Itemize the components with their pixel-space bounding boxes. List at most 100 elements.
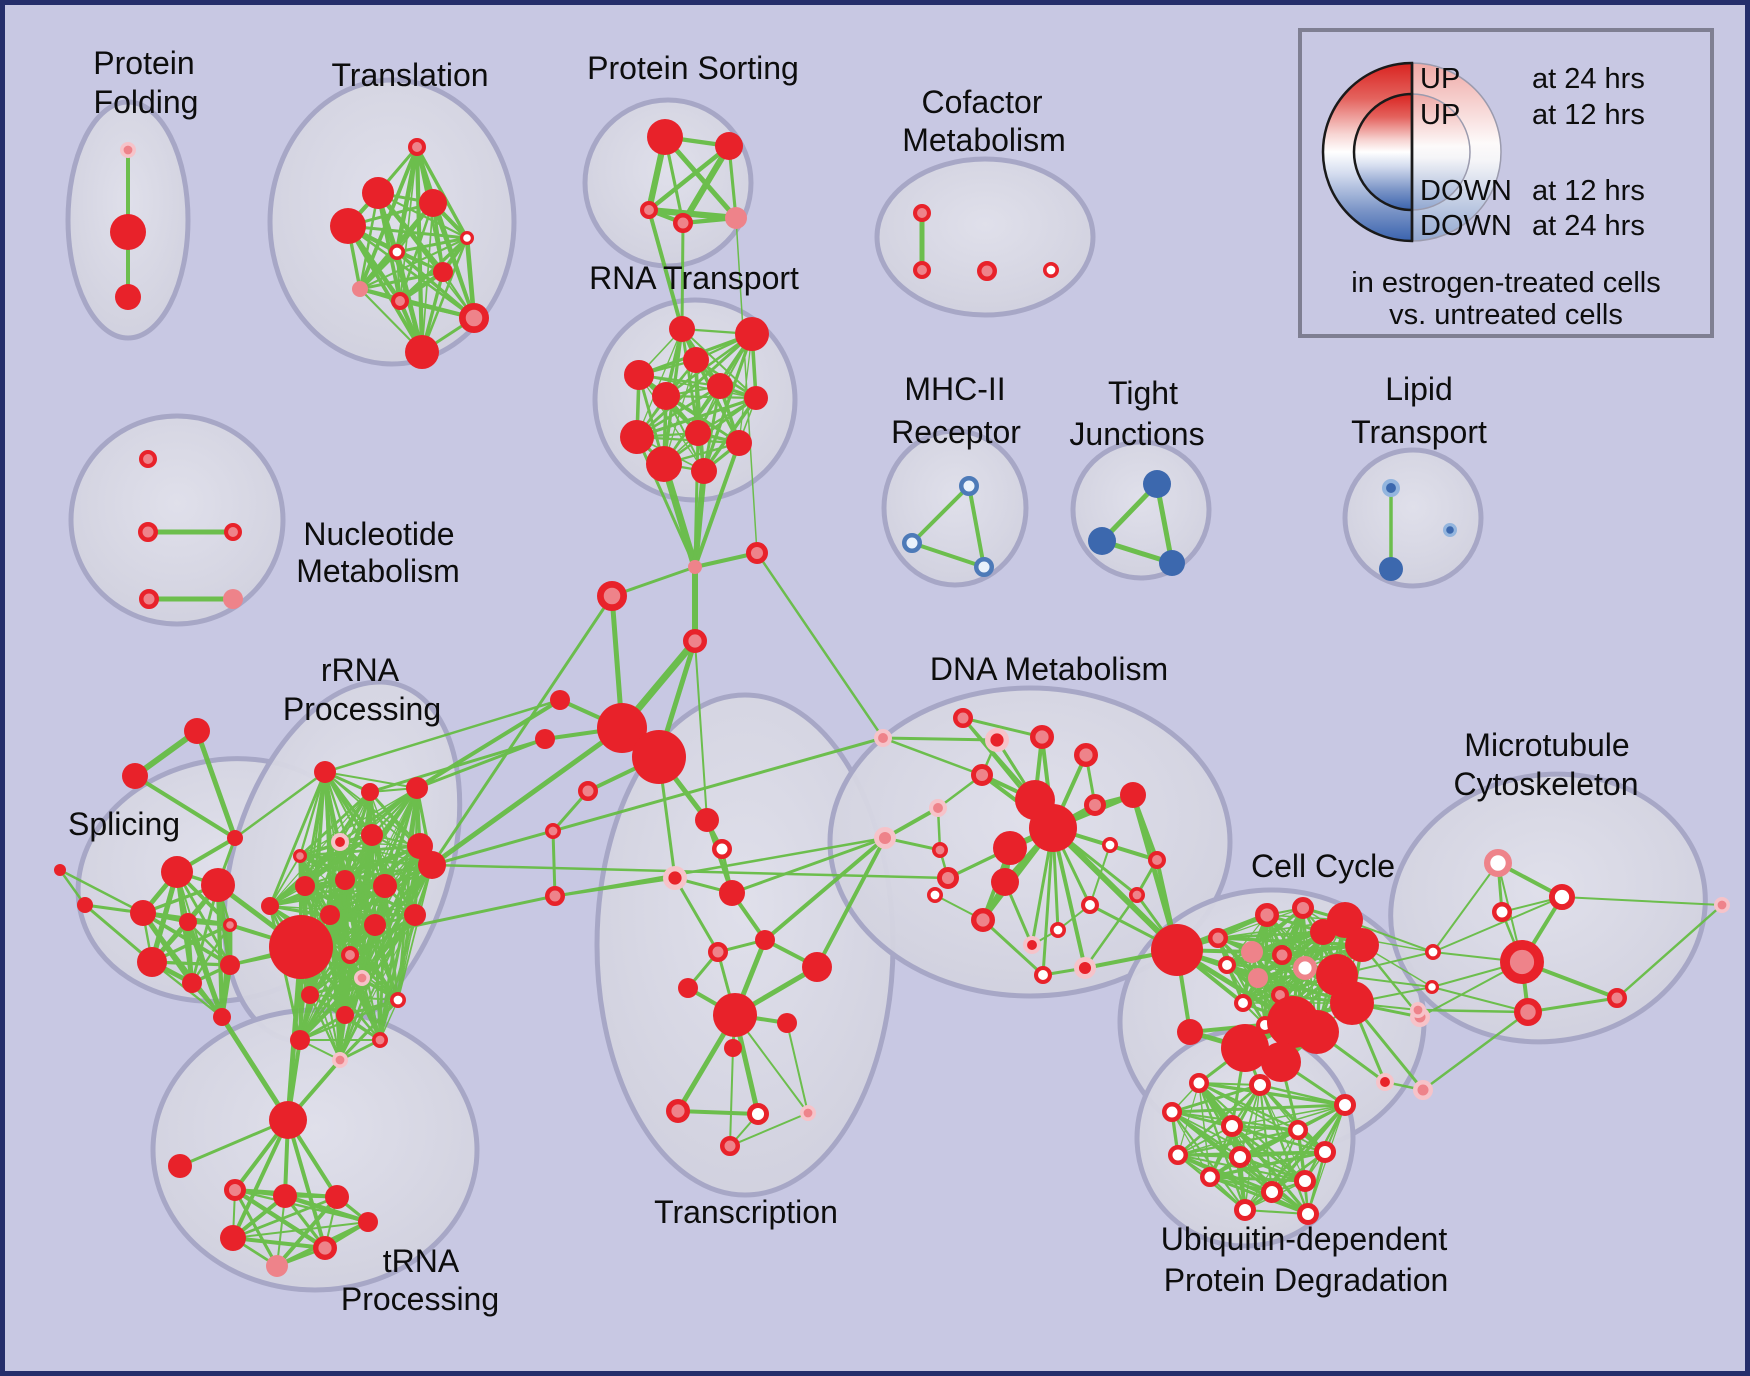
gene-node[interactable]	[993, 831, 1027, 865]
gene-node[interactable]	[712, 839, 732, 859]
gene-node[interactable]	[902, 533, 922, 553]
gene-node[interactable]	[1218, 956, 1237, 975]
gene-node[interactable]	[1228, 1145, 1251, 1168]
gene-node[interactable]	[719, 880, 745, 906]
gene-node[interactable]	[223, 589, 243, 609]
gene-node[interactable]	[666, 1098, 691, 1123]
gene-node[interactable]	[361, 783, 379, 801]
gene-node[interactable]	[959, 476, 979, 496]
gene-node[interactable]	[335, 870, 355, 890]
gene-node[interactable]	[535, 729, 555, 749]
gene-node[interactable]	[1288, 1120, 1308, 1140]
gene-node[interactable]	[799, 1105, 816, 1122]
gene-node[interactable]	[1492, 902, 1512, 922]
gene-node[interactable]	[1233, 1198, 1256, 1221]
gene-node[interactable]	[314, 761, 336, 783]
gene-node[interactable]	[715, 132, 743, 160]
gene-node[interactable]	[460, 231, 475, 246]
gene-node[interactable]	[726, 430, 752, 456]
gene-node[interactable]	[1200, 1167, 1220, 1187]
gene-node[interactable]	[578, 781, 598, 801]
gene-node[interactable]	[691, 458, 717, 484]
gene-node[interactable]	[1413, 1080, 1433, 1100]
gene-node[interactable]	[269, 1101, 307, 1139]
gene-node[interactable]	[646, 446, 682, 482]
gene-node[interactable]	[320, 905, 340, 925]
gene-node[interactable]	[971, 908, 996, 933]
gene-node[interactable]	[295, 876, 315, 896]
gene-node[interactable]	[744, 386, 768, 410]
gene-node[interactable]	[459, 303, 489, 333]
gene-node[interactable]	[1295, 1010, 1339, 1054]
gene-node[interactable]	[261, 897, 279, 915]
gene-node[interactable]	[913, 260, 932, 279]
gene-node[interactable]	[273, 1184, 297, 1208]
gene-node[interactable]	[745, 541, 768, 564]
gene-node[interactable]	[1272, 945, 1292, 965]
gene-node[interactable]	[1050, 921, 1067, 938]
gene-node[interactable]	[407, 137, 426, 156]
gene-node[interactable]	[138, 449, 157, 468]
gene-node[interactable]	[936, 866, 959, 889]
gene-node[interactable]	[663, 866, 688, 891]
gene-node[interactable]	[405, 335, 439, 369]
gene-node[interactable]	[1208, 928, 1228, 948]
gene-node[interactable]	[290, 1030, 310, 1050]
gene-node[interactable]	[755, 930, 775, 950]
gene-node[interactable]	[330, 833, 349, 852]
gene-node[interactable]	[110, 214, 146, 250]
gene-node[interactable]	[544, 822, 561, 839]
gene-node[interactable]	[371, 1032, 388, 1049]
gene-node[interactable]	[201, 868, 235, 902]
gene-node[interactable]	[389, 991, 406, 1008]
gene-node[interactable]	[362, 177, 394, 209]
gene-node[interactable]	[1379, 557, 1403, 581]
gene-node[interactable]	[688, 560, 702, 574]
gene-node[interactable]	[1313, 1140, 1336, 1163]
gene-node[interactable]	[220, 955, 240, 975]
gene-node[interactable]	[1333, 1093, 1356, 1116]
gene-node[interactable]	[406, 777, 428, 799]
gene-node[interactable]	[1073, 956, 1096, 979]
gene-node[interactable]	[77, 897, 93, 913]
gene-node[interactable]	[953, 708, 973, 728]
gene-node[interactable]	[1607, 988, 1627, 1008]
gene-node[interactable]	[404, 904, 426, 926]
gene-node[interactable]	[708, 942, 728, 962]
gene-node[interactable]	[1088, 527, 1116, 555]
gene-node[interactable]	[419, 189, 447, 217]
gene-node[interactable]	[184, 718, 210, 744]
gene-node[interactable]	[1248, 968, 1268, 988]
gene-node[interactable]	[1143, 470, 1171, 498]
gene-node[interactable]	[1296, 1202, 1319, 1225]
gene-node[interactable]	[361, 824, 383, 846]
gene-node[interactable]	[223, 917, 238, 932]
gene-node[interactable]	[353, 969, 370, 986]
gene-node[interactable]	[746, 1102, 769, 1125]
gene-node[interactable]	[669, 316, 695, 342]
gene-node[interactable]	[1327, 902, 1363, 938]
gene-node[interactable]	[120, 142, 137, 159]
gene-node[interactable]	[1484, 849, 1513, 878]
gene-node[interactable]	[373, 874, 397, 898]
gene-node[interactable]	[325, 1185, 349, 1209]
gene-node[interactable]	[418, 851, 446, 879]
gene-node[interactable]	[313, 1235, 338, 1260]
gene-node[interactable]	[138, 522, 158, 542]
gene-node[interactable]	[1241, 941, 1263, 963]
gene-node[interactable]	[735, 317, 769, 351]
gene-node[interactable]	[1189, 1073, 1209, 1093]
gene-node[interactable]	[1034, 966, 1053, 985]
gene-node[interactable]	[695, 808, 719, 832]
gene-node[interactable]	[802, 952, 832, 982]
gene-node[interactable]	[1029, 804, 1077, 852]
gene-node[interactable]	[352, 281, 368, 297]
gene-node[interactable]	[224, 1178, 247, 1201]
gene-node[interactable]	[1261, 1042, 1301, 1082]
gene-node[interactable]	[1120, 782, 1146, 808]
gene-node[interactable]	[685, 420, 711, 446]
gene-node[interactable]	[336, 1006, 354, 1024]
gene-node[interactable]	[640, 200, 659, 219]
gene-node[interactable]	[266, 1255, 288, 1277]
gene-node[interactable]	[1254, 903, 1279, 928]
